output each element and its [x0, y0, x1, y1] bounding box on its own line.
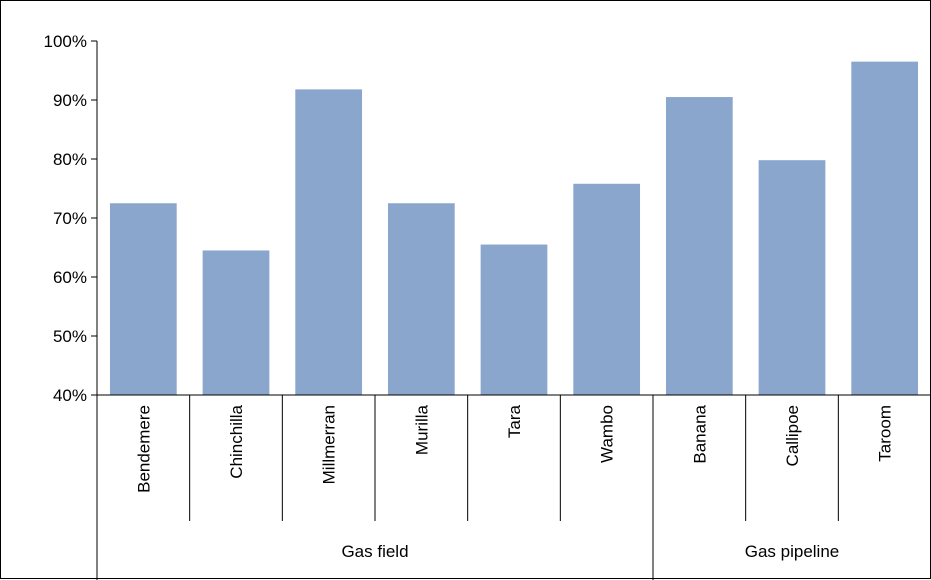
y-tick-label: 90% — [53, 91, 87, 110]
group-label-gas-pipeline: Gas pipeline — [745, 542, 840, 561]
y-tick-label: 80% — [53, 150, 87, 169]
category-label-wambo: Wambo — [598, 405, 617, 463]
bar-murilla — [387, 203, 455, 395]
y-tick-label: 100% — [44, 32, 87, 51]
bar-chinchilla — [202, 250, 270, 395]
y-axis: 40% 50% 60% 70% 80% 90% 100% — [44, 32, 98, 405]
category-label-taroom: Taroom — [876, 405, 895, 462]
bar-banana — [665, 97, 733, 396]
category-label-chinchilla: Chinchilla — [227, 404, 246, 478]
category-label-banana: Banana — [690, 404, 709, 463]
x-axis: Bendemere Chinchilla Millmerran Murilla Tara… — [96, 394, 931, 580]
y-tick-label: 60% — [53, 268, 87, 287]
y-tick-label: 40% — [53, 386, 87, 405]
bar-callipoe — [758, 160, 826, 395]
bar-bendemere — [109, 203, 177, 395]
category-label-murilla: Murilla — [412, 404, 431, 455]
y-tick-label: 50% — [53, 327, 87, 346]
category-label-millmerran: Millmerran — [320, 405, 339, 484]
bars-layer — [109, 61, 919, 396]
group-label-gas-field: Gas field — [341, 542, 408, 561]
y-tick-label: 70% — [53, 209, 87, 228]
bar-wambo — [573, 183, 641, 395]
category-label-tara: Tara — [505, 404, 524, 438]
category-label-callipoe: Callipoe — [783, 405, 802, 466]
category-label-bendemere: Bendemere — [134, 405, 153, 493]
bar-millmerran — [295, 89, 363, 395]
bar-tara — [480, 244, 548, 395]
bar-taroom — [851, 61, 919, 396]
